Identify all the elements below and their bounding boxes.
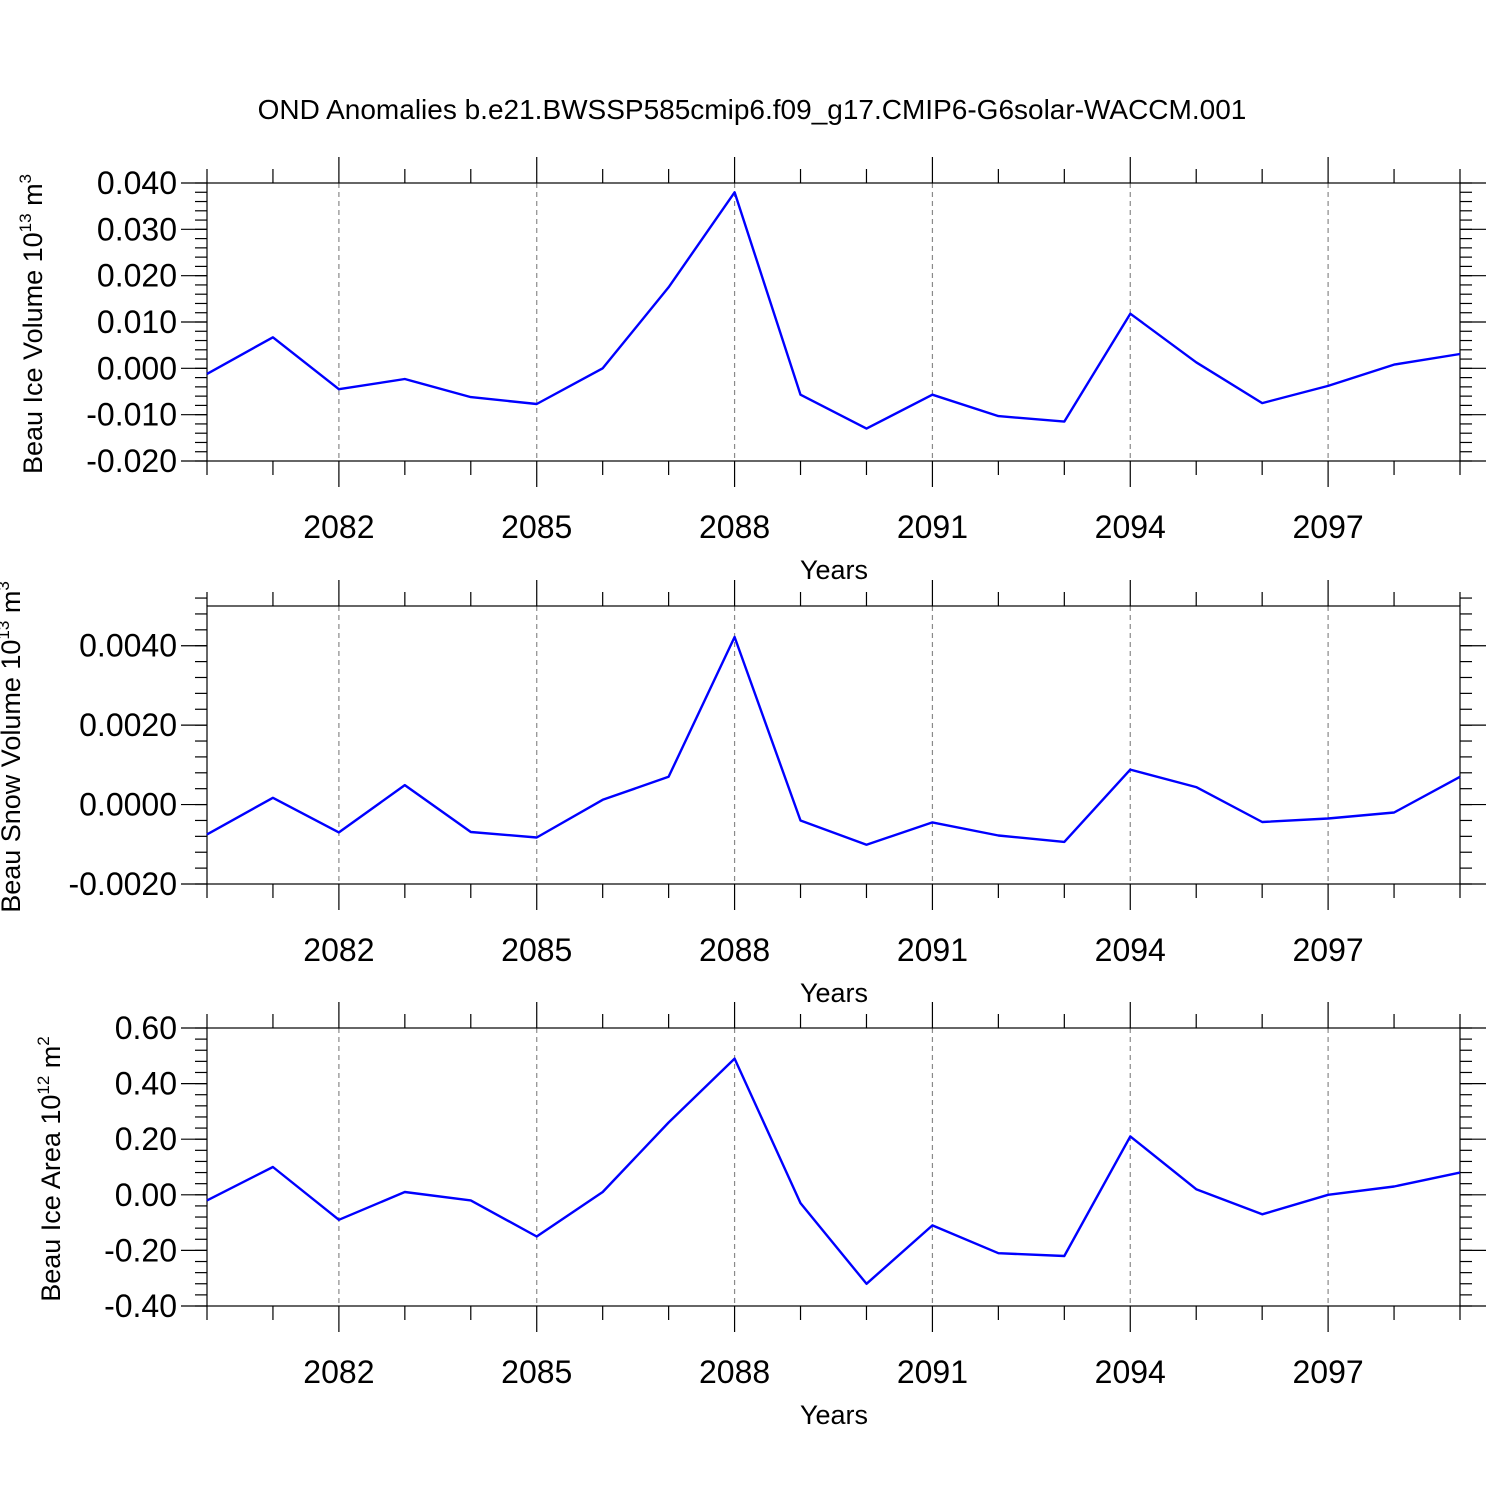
- x-tick-label: 2091: [897, 509, 968, 545]
- x-tick-label: 2097: [1293, 932, 1364, 968]
- y-tick-label: 0.0040: [79, 628, 177, 664]
- y-tick-label: 0.40: [115, 1066, 177, 1102]
- x-tick-label: 2085: [501, 509, 572, 545]
- y-axis-title-unit: m: [0, 591, 26, 621]
- x-tick-label: 2082: [303, 932, 374, 968]
- plot-frame: [206, 182, 1461, 462]
- x-axis-title: Years: [800, 978, 868, 1008]
- y-tick-label: 0.20: [115, 1121, 177, 1157]
- x-tick-label: 2085: [501, 1354, 572, 1390]
- chart-panel-2: -0.0020 0.0000 0.0020 0.0040 2082 2085 2088 209…: [0, 580, 1486, 1008]
- x-tick-label: 2094: [1095, 932, 1166, 968]
- y-axis-title: Beau Ice Area 1012 m2: [34, 1036, 66, 1302]
- x-axis-title: Years: [800, 1400, 868, 1430]
- y-tick-label: -0.0020: [68, 866, 177, 902]
- x-tick-label: 2088: [699, 1354, 770, 1390]
- series-line: [206, 191, 1461, 430]
- x-tick-label: 2097: [1293, 509, 1364, 545]
- x-tick-label: 2082: [303, 1354, 374, 1390]
- x-tick-label: 2091: [897, 932, 968, 968]
- y-axis-title: Beau Snow Volume 1013 m3: [0, 581, 26, 913]
- y-tick-label: -0.010: [86, 397, 177, 433]
- x-axis-title: Years: [800, 555, 868, 585]
- y-tick-label: 0.010: [97, 304, 177, 340]
- x-tick-label: 2091: [897, 1354, 968, 1390]
- y-tick-label: -0.20: [104, 1232, 177, 1268]
- y-axis-title-unit-exponent: 2: [34, 1036, 53, 1045]
- x-tick-label: 2088: [699, 932, 770, 968]
- y-tick-label: 0.60: [115, 1010, 177, 1046]
- y-tick-label: 0.030: [97, 211, 177, 247]
- y-axis-title-exponent: 13: [16, 213, 35, 232]
- y-axis-title-unit-exponent: 3: [16, 174, 35, 183]
- x-tick-label: 2094: [1095, 509, 1166, 545]
- x-tick-label: 2085: [501, 932, 572, 968]
- y-axis-title-unit-exponent: 3: [0, 581, 13, 590]
- y-tick-label: 0.0020: [79, 707, 177, 743]
- y-axis-title-exponent: 12: [34, 1076, 53, 1095]
- y-axis-title-unit: m: [18, 183, 48, 213]
- y-axis-title-text: Beau Ice Area 10: [36, 1095, 66, 1302]
- y-axis-title-text: Beau Snow Volume 10: [0, 640, 26, 913]
- x-tick-label: 2082: [303, 509, 374, 545]
- chart-title: OND Anomalies b.e21.BWSSP585cmip6.f09_g1…: [258, 94, 1247, 125]
- y-tick-label: 0.000: [97, 350, 177, 386]
- y-tick-label: 0.00: [115, 1177, 177, 1213]
- plot-frame: [206, 605, 1461, 885]
- x-tick-label: 2097: [1293, 1354, 1364, 1390]
- chart-panel-3: -0.40 -0.20 0.00 0.20 0.40 0.60 2082 2085 2088 20…: [34, 1002, 1486, 1430]
- x-tick-label: 2094: [1095, 1354, 1166, 1390]
- y-axis-title-unit: m: [36, 1046, 66, 1076]
- plot-frame: [206, 1027, 1461, 1307]
- y-tick-label: -0.40: [104, 1288, 177, 1324]
- series-line: [206, 1057, 1461, 1286]
- series-line: [206, 635, 1461, 846]
- y-axis-title: Beau Ice Volume 1013 m3: [16, 174, 48, 474]
- y-tick-label: -0.020: [86, 443, 177, 479]
- y-tick-label: 0.0000: [79, 787, 177, 823]
- y-axis-title-exponent: 13: [0, 621, 13, 640]
- chart-panel-1: -0.020 -0.010 0.000 0.010 0.020 0.030 0.040 208…: [16, 157, 1486, 585]
- y-axis-title-text: Beau Ice Volume 10: [18, 232, 48, 474]
- y-tick-label: 0.020: [97, 258, 177, 294]
- x-tick-label: 2088: [699, 509, 770, 545]
- y-tick-label: 0.040: [97, 165, 177, 201]
